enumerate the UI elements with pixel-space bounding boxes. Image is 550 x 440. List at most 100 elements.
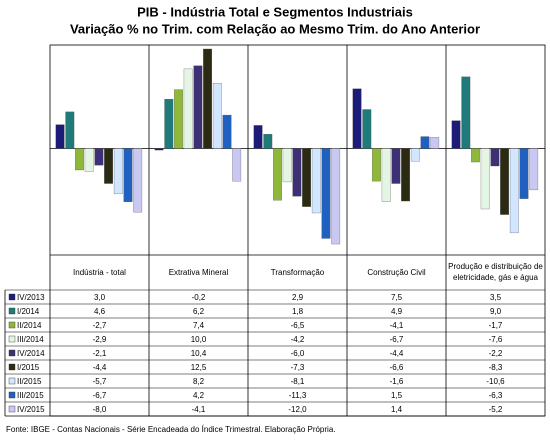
bar — [75, 148, 84, 171]
legend-swatch — [8, 307, 16, 315]
bar — [133, 148, 143, 213]
table-value: 4,9 — [391, 307, 403, 316]
bar — [381, 148, 391, 202]
table-value: -6,7 — [390, 335, 404, 344]
category-label: Produção e distribuição de eletricidade,… — [448, 262, 543, 282]
legend-swatch — [8, 293, 16, 301]
table-value: 10,4 — [191, 349, 207, 358]
bar — [471, 148, 480, 163]
bar — [154, 148, 164, 151]
category-label-box: Produção e distribuição de eletricidade,… — [448, 262, 543, 282]
legend-swatch — [8, 391, 16, 399]
bar — [174, 89, 183, 149]
legend-swatch — [8, 335, 16, 343]
table-value: -5,2 — [489, 405, 503, 414]
table-value: 3,0 — [94, 293, 106, 302]
table-value: 3,5 — [490, 293, 502, 302]
legend-label: I/2015 — [17, 363, 40, 372]
bar — [203, 48, 213, 149]
table-value: 2,9 — [292, 293, 304, 302]
table-value: -2,2 — [489, 349, 503, 358]
bar — [331, 148, 341, 245]
bar — [451, 120, 461, 149]
bar — [519, 148, 529, 199]
bar — [273, 148, 282, 201]
legend-label: II/2015 — [17, 377, 42, 386]
legend-swatch — [8, 321, 16, 329]
chart-title: PIB - Indústria Total e Segmentos Indust… — [137, 4, 413, 19]
bar — [529, 148, 539, 191]
category-label: Extrativa Mineral — [168, 267, 229, 277]
category-label: Indústria - total — [73, 267, 126, 277]
table-value: -7,3 — [291, 363, 305, 372]
table-value: 6,2 — [193, 307, 205, 316]
table-value: -2,1 — [93, 349, 107, 358]
legend-swatch — [8, 363, 16, 371]
table-value: -4,1 — [192, 405, 206, 414]
table-value: -8,3 — [489, 363, 503, 372]
bar — [104, 148, 113, 184]
bar — [311, 148, 321, 214]
category-label-box: Transformação — [270, 267, 325, 277]
table-value: -10,6 — [486, 377, 505, 386]
category-label-box: Construção Civil — [367, 267, 426, 277]
table-value: 9,0 — [490, 307, 502, 316]
bar — [263, 134, 273, 149]
table-value: -6,3 — [489, 391, 503, 400]
bar — [420, 136, 430, 149]
table-value: -1,6 — [390, 377, 404, 386]
table-value: -2,7 — [93, 321, 107, 330]
bar — [232, 148, 242, 182]
chart-subtitle: Variação % no Trim. com Relação ao Mesmo… — [70, 21, 480, 36]
footer: Fonte: IBGE - Contas Nacionais - Série E… — [6, 425, 336, 434]
table-value: -4,4 — [390, 349, 404, 358]
bar — [292, 148, 302, 197]
table-value: -4,2 — [291, 335, 305, 344]
table-value: -11,3 — [289, 391, 307, 400]
category-label-box: Extrativa Mineral — [168, 267, 229, 277]
bar — [461, 76, 471, 149]
plot-frame — [49, 44, 546, 417]
bar — [372, 148, 381, 182]
legend-label: III/2015 — [17, 391, 44, 400]
legend-label: II/2014 — [17, 321, 42, 330]
category-label: Construção Civil — [367, 267, 426, 277]
category-label: Transformação — [270, 267, 325, 277]
bar — [253, 125, 263, 149]
bar — [509, 148, 519, 234]
table-value: -6,0 — [291, 349, 305, 358]
bar — [65, 111, 75, 149]
bar — [183, 68, 193, 149]
table-value: 1,4 — [391, 405, 403, 414]
bar — [164, 98, 174, 149]
bar — [500, 148, 510, 215]
bar — [222, 114, 232, 149]
table-value: 7,5 — [391, 293, 403, 302]
table-value: -4,4 — [93, 363, 107, 372]
bar — [302, 148, 312, 207]
table-value: -12,0 — [288, 405, 307, 414]
table-value: -6,6 — [390, 363, 404, 372]
bar — [480, 148, 490, 210]
legend-swatch — [8, 405, 16, 413]
bar — [490, 148, 500, 167]
bar — [212, 83, 222, 149]
table-value: 10,0 — [191, 335, 207, 344]
bar — [410, 148, 420, 162]
table-value: 1,8 — [292, 307, 304, 316]
table-value: 12,5 — [191, 363, 207, 372]
legend-swatch — [8, 377, 16, 385]
table-value: 7,4 — [193, 321, 205, 330]
legend-label: IV/2013 — [17, 293, 45, 302]
legend-label: IV/2015 — [17, 405, 45, 414]
table-value: -6,5 — [291, 321, 305, 330]
legend-label: IV/2014 — [17, 349, 45, 358]
bar — [113, 148, 123, 195]
bar — [401, 148, 411, 202]
bar — [193, 65, 203, 149]
table-value: -0,2 — [192, 293, 206, 302]
bar — [362, 109, 372, 149]
legend-label: I/2014 — [17, 307, 40, 316]
legend-label: III/2014 — [17, 335, 44, 344]
